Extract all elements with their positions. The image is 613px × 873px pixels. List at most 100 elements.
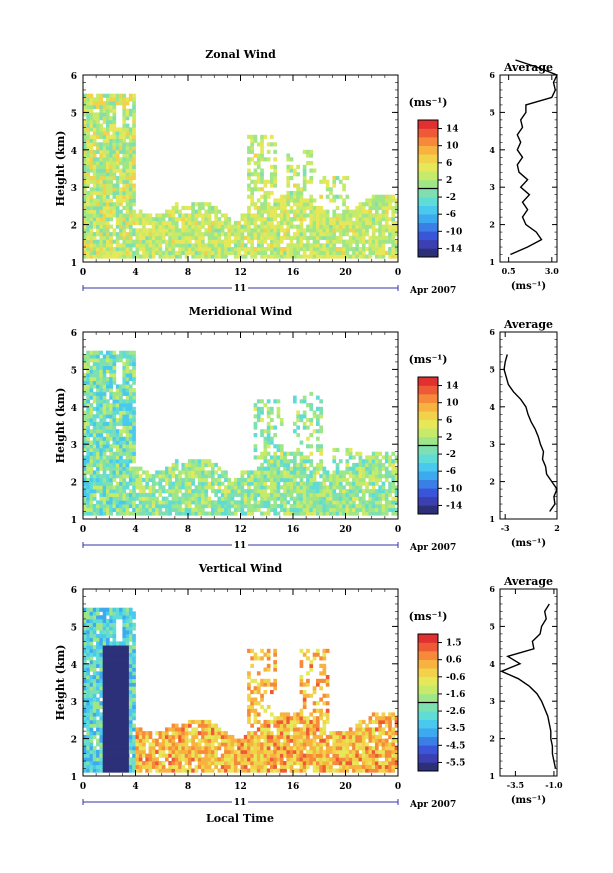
heatmap-cell (89, 731, 94, 736)
heatmap-cell (171, 504, 176, 509)
heatmap-cell (178, 239, 182, 244)
heatmap-cell (204, 217, 209, 222)
heatmap-cell (122, 656, 127, 661)
heatmap-cell (96, 474, 100, 479)
heatmap-cell (148, 492, 153, 497)
heatmap-cell (96, 358, 100, 363)
heatmap-cell (174, 466, 179, 471)
heatmap-cell (256, 235, 261, 240)
heatmap-cell (109, 254, 113, 259)
heatmap-cell (135, 481, 140, 486)
heatmap-cell (204, 764, 209, 769)
heatmap-cell (378, 489, 382, 494)
heatmap-cell (135, 220, 140, 226)
heatmap-cell (214, 500, 218, 505)
heatmap-cell (142, 507, 146, 512)
heatmap-cell (109, 451, 113, 456)
heatmap-cell (119, 474, 123, 479)
heatmap-cell (335, 500, 340, 505)
heatmap-cell (106, 104, 110, 110)
heatmap-cell (312, 474, 317, 479)
heatmap-cell (273, 474, 277, 479)
heatmap-cell (224, 254, 228, 259)
heatmap-cell (381, 209, 386, 214)
heatmap-cell (171, 746, 176, 751)
heatmap-cell (106, 239, 110, 244)
heatmap-cell (289, 489, 294, 494)
heatmap-cell (201, 761, 205, 766)
heatmap-cell (171, 235, 176, 240)
heatmap-cell (322, 477, 327, 483)
heatmap-cell (135, 466, 140, 471)
heatmap-cell (168, 485, 172, 490)
heatmap-cell (286, 243, 291, 248)
heatmap-cell (106, 693, 110, 698)
heatmap-cell (171, 764, 176, 769)
heatmap-cell (233, 228, 238, 233)
heatmap-cell (178, 761, 182, 766)
heatmap-cell (106, 198, 110, 203)
heatmap-cell (296, 239, 300, 244)
heatmap-cell (112, 247, 117, 252)
heatmap-cell (115, 183, 120, 188)
heatmap-cell (92, 433, 97, 438)
heatmap-cell (83, 425, 87, 430)
heatmap-cell (125, 198, 130, 203)
heatmap-cell (128, 198, 133, 203)
heatmap-cell (194, 459, 199, 464)
heatmap-cell (256, 209, 261, 214)
heatmap-cell (96, 459, 100, 464)
heatmap-cell (201, 220, 205, 226)
heatmap-cell (151, 481, 156, 486)
heatmap-cell (394, 474, 399, 479)
heatmap-cell (345, 209, 350, 214)
heatmap-cell (89, 633, 94, 639)
heatmap-cell (99, 429, 104, 434)
heatmap-cell (171, 474, 176, 479)
heatmap-cell (83, 764, 87, 769)
heatmap-cell (83, 399, 87, 404)
heatmap-cell (125, 209, 130, 214)
heatmap-cell (122, 247, 127, 252)
heatmap-cell (171, 742, 176, 747)
heatmap-cell (119, 235, 123, 240)
average-y-tick-label: 3 (489, 439, 495, 449)
heatmap-cell (358, 247, 363, 252)
heatmap-cell (132, 112, 136, 117)
heatmap-cell (224, 235, 228, 240)
heatmap-cell (253, 481, 258, 486)
colorbar-tick-label: 10 (446, 399, 459, 409)
heatmap-cell (125, 399, 130, 404)
heatmap-cell (158, 489, 163, 494)
heatmap-cell (178, 768, 182, 773)
heatmap-cell (250, 489, 254, 494)
heatmap-cell (96, 764, 100, 769)
heatmap-cell (188, 764, 192, 769)
heatmap-cell (273, 481, 277, 486)
heatmap-cell (132, 466, 136, 471)
heatmap-cell (188, 250, 192, 255)
heatmap-cell (174, 504, 179, 509)
heatmap-cell (322, 228, 327, 233)
heatmap-cell (99, 149, 104, 154)
heatmap-cell (99, 127, 104, 132)
heatmap-cell (132, 633, 136, 639)
heatmap-cell (92, 209, 97, 214)
heatmap-cell (122, 183, 127, 188)
heatmap-cell (99, 213, 104, 218)
heatmap-cell (230, 481, 235, 486)
heatmap-cell (158, 504, 163, 509)
heatmap-cell (112, 477, 117, 483)
date-label: Apr 2007 (409, 286, 456, 296)
heatmap-cell (289, 492, 294, 497)
heatmap-cell (247, 205, 251, 211)
heatmap-cell (345, 239, 350, 244)
heatmap-cell (279, 470, 284, 475)
heatmap-cell (165, 507, 169, 512)
heatmap-cell (266, 213, 271, 218)
heatmap-cell (289, 250, 294, 255)
heatmap-cell (309, 243, 314, 248)
heatmap-cell (312, 224, 317, 229)
heatmap-cell (368, 504, 373, 509)
heatmap-cell (89, 403, 94, 408)
